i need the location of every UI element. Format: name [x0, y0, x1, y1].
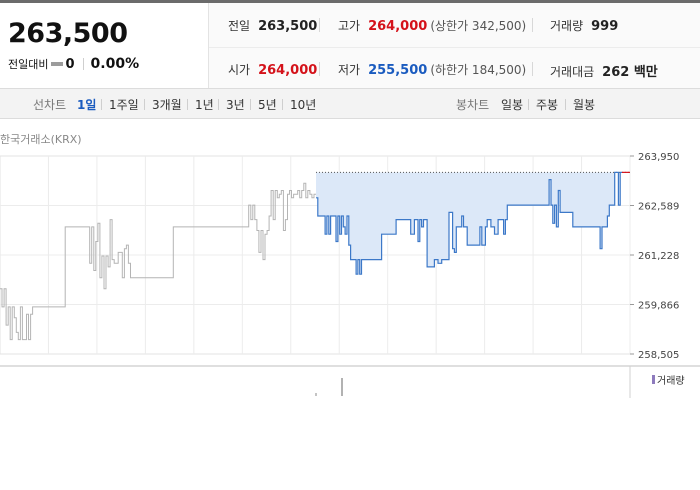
- divider: [528, 99, 529, 110]
- no-change-icon: [51, 62, 64, 66]
- stat-label: 전일: [228, 19, 251, 33]
- stat-value: 264,000: [368, 19, 428, 34]
- tab-1week[interactable]: 1주일: [109, 98, 139, 112]
- today-area: [316, 172, 622, 275]
- tab-5year[interactable]: 5년: [258, 98, 277, 112]
- divider: [532, 18, 533, 32]
- divider: [187, 99, 188, 110]
- today-series: [316, 171, 630, 275]
- y-tick-label: 259,866: [638, 301, 679, 312]
- price-change: 전일대비 0 0.00%: [8, 56, 139, 72]
- stat-value: 262 백만: [602, 65, 658, 80]
- divider: [565, 99, 566, 110]
- stat-value: 255,500: [368, 63, 428, 78]
- volume-panel: [0, 365, 700, 398]
- y-tick-label: 258,505: [638, 350, 679, 361]
- change-percent: 0.00%: [90, 56, 140, 72]
- stat-prev-close: 전일 263,500: [228, 17, 317, 34]
- stat-low: 저가 255,500 (하한가 184,500): [338, 61, 526, 78]
- divider: [218, 99, 219, 110]
- price-chart: 263,950 262,589 261,228 259,866 258,505: [0, 152, 700, 398]
- stat-value: 263,500: [258, 19, 318, 34]
- today-line: [316, 171, 622, 275]
- stat-label: 시가: [228, 63, 251, 77]
- stat-high: 고가 264,000 (상한가 342,500): [338, 17, 526, 34]
- divider: [319, 18, 320, 32]
- divider: [101, 99, 102, 110]
- stat-label: 고가: [338, 19, 361, 33]
- stats-table: 전일 263,500 고가 264,000 (상한가 342,500) 거래량 999 …: [209, 3, 700, 88]
- divider: [319, 62, 320, 76]
- volume-legend-swatch: [652, 375, 655, 384]
- price-box: 263,500 전일대비 0 0.00%: [0, 3, 209, 88]
- line-chart-header: 선차트: [33, 98, 67, 112]
- tab-10year[interactable]: 10년: [290, 98, 317, 112]
- divider: [144, 99, 145, 110]
- y-tick-label: 262,589: [638, 202, 679, 213]
- tab-1day[interactable]: 1일: [77, 98, 97, 112]
- stat-label: 저가: [338, 63, 361, 77]
- previous-day-series: [0, 182, 316, 341]
- candle-chart-header: 봉차트: [456, 98, 490, 112]
- divider: [209, 47, 700, 48]
- stat-label: 거래량: [550, 19, 584, 33]
- tab-daily-candle[interactable]: 일봉: [501, 98, 524, 112]
- tab-monthly-candle[interactable]: 월봉: [573, 98, 596, 112]
- stat-open: 시가 264,000: [228, 61, 317, 78]
- current-price: 263,500: [8, 18, 128, 49]
- lower-limit: (하한가 184,500): [430, 63, 527, 77]
- y-tick-label: 261,228: [638, 251, 679, 262]
- tab-3year[interactable]: 3년: [226, 98, 245, 112]
- chart-source: 한국거래소(KRX): [0, 133, 82, 146]
- previous-day-line: [0, 182, 316, 341]
- divider: [82, 58, 84, 70]
- divider: [282, 99, 283, 110]
- tab-3month[interactable]: 3개월: [152, 98, 182, 112]
- tab-1year[interactable]: 1년: [195, 98, 214, 112]
- upper-limit: (상한가 342,500): [430, 19, 527, 33]
- y-tick-label: 263,950: [638, 152, 679, 163]
- tab-weekly-candle[interactable]: 주봉: [536, 98, 559, 112]
- stat-volume: 거래량 999: [550, 17, 618, 34]
- chart-tabs: 선차트 1일 1주일 3개월 1년 3년 5년 10년 봉차트 일봉 주봉 월봉: [0, 88, 700, 119]
- divider: [532, 62, 533, 76]
- quote-panel: 263,500 전일대비 0 0.00% 전일 263,500 고가 264,000…: [0, 0, 700, 88]
- stat-amount: 거래대금 262 백만: [550, 61, 658, 80]
- y-axis: 263,950 262,589 261,228 259,866 258,505: [630, 152, 679, 361]
- change-label: 전일대비: [8, 58, 49, 71]
- stat-value: 264,000: [258, 63, 318, 78]
- volume-legend: 거래량: [652, 372, 685, 387]
- stat-value: 999: [591, 19, 619, 34]
- change-value: 0: [65, 56, 75, 72]
- divider: [250, 99, 251, 110]
- volume-legend-label: 거래량: [657, 376, 685, 387]
- stat-label: 거래대금: [550, 65, 595, 79]
